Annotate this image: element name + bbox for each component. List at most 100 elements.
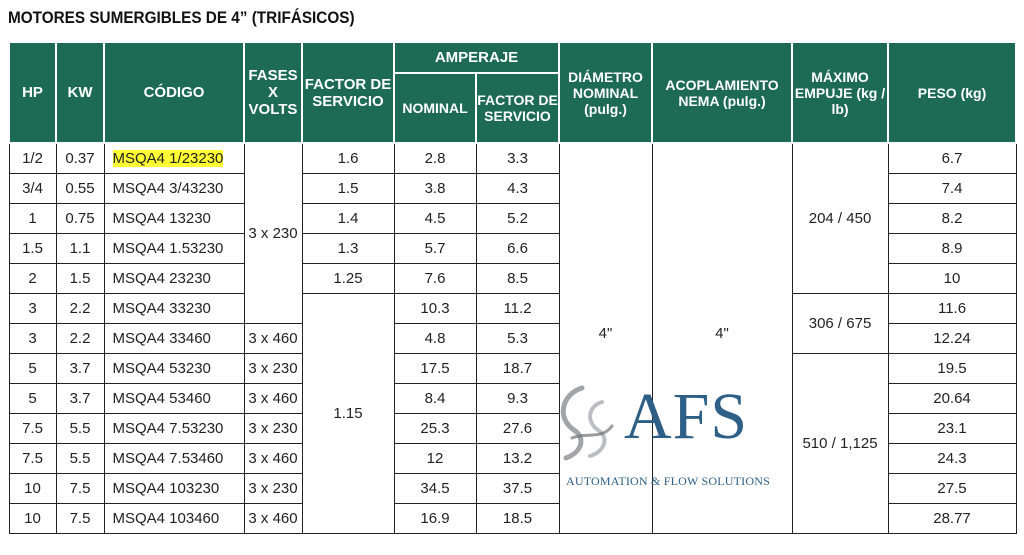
cell-empuje: 510 / 1,125 [791,352,889,534]
cell-hp: 3 [8,292,57,324]
cell-codigo: MSQA4 53460 [103,382,245,414]
cell-peso: 19.5 [887,352,1017,384]
cell-amp-fs: 37.5 [475,472,560,504]
cell-amp-nominal: 34.5 [393,472,477,504]
cell-codigo: MSQA4 3/43230 [103,172,245,204]
cell-fases-volts: 3 x 230 [243,472,303,504]
cell-empuje: 204 / 450 [791,142,889,294]
cell-peso: 10 [887,262,1017,294]
cell-codigo: MSQA4 23230 [103,262,245,294]
cell-amp-nominal: 10.3 [393,292,477,324]
cell-hp: 5 [8,382,57,414]
table-row: 5 3.7 MSQA4 53460 3 x 460 8.4 9.3 20.64 [8,382,1017,414]
cell-hp: 1.5 [8,232,57,264]
cell-hp: 7.5 [8,442,57,474]
header-amp-nominal: NOMINAL [393,72,477,144]
cell-amp-fs: 5.2 [475,202,560,234]
cell-factor-servicio: 1.6 [301,142,395,174]
cell-kw: 5.5 [55,412,105,444]
cell-codigo: MSQA4 7.53230 [103,412,245,444]
cell-empuje: 306 / 675 [791,292,889,354]
cell-hp: 7.5 [8,412,57,444]
cell-amp-nominal: 5.7 [393,232,477,264]
cell-factor-servicio: 1.15 [301,292,395,534]
cell-kw: 2.2 [55,322,105,354]
header-amperaje: AMPERAJE [392,41,561,74]
cell-codigo: MSQA4 1/23230 [103,142,245,174]
cell-kw: 2.2 [55,292,105,324]
table-row: 5 3.7 MSQA4 53230 3 x 230 17.5 18.7 510 … [8,352,1017,534]
header-peso: PESO (kg) [887,41,1018,144]
cell-hp: 10 [8,502,57,534]
header-acoplamiento: ACOPLAMIENTO NEMA (pulg.) [651,41,794,144]
cell-fases-volts: 3 x 230 [243,352,303,384]
swirl-icon [560,385,614,461]
cell-amp-nominal: 4.8 [393,322,477,354]
cell-factor-servicio: 1.3 [301,232,395,264]
cell-peso: 6.7 [887,142,1017,174]
cell-amp-nominal: 25.3 [393,412,477,444]
cell-kw: 1.1 [55,232,105,264]
cell-peso: 11.6 [887,292,1017,324]
header-codigo: CÓDIGO [103,41,245,144]
cell-amp-nominal: 16.9 [393,502,477,534]
cell-fases-volts: 3 x 460 [243,502,303,534]
cell-peso: 12.24 [887,322,1017,354]
cell-kw: 7.5 [55,502,105,534]
cell-amp-fs: 27.6 [475,412,560,444]
header-factor-servicio: FACTOR DE SERVICIO [301,41,395,144]
cell-amp-nominal: 12 [393,442,477,474]
cell-hp: 3/4 [8,172,57,204]
header-kw: KW [55,41,105,144]
cell-peso: 8.9 [887,232,1017,264]
cell-amp-nominal: 7.6 [393,262,477,294]
cell-codigo: MSQA4 103460 [103,502,245,534]
cell-codigo: MSQA4 13230 [103,202,245,234]
header-maximo-empuje: MÁXIMO EMPUJE (kg / lb) [791,41,890,144]
cell-amp-fs: 4.3 [475,172,560,204]
table-row: 10 7.5 MSQA4 103460 3 x 460 16.9 18.5 28… [8,502,1017,534]
cell-hp: 10 [8,472,57,504]
cell-kw: 0.55 [55,172,105,204]
table-row: 1/2 0.37 MSQA4 1/23230 3 x 230 1.6 2.8 3… [8,142,1017,534]
cell-amp-nominal: 17.5 [393,352,477,384]
cell-peso: 8.2 [887,202,1017,234]
cell-amp-fs: 13.2 [475,442,560,474]
cell-peso: 20.64 [887,382,1017,414]
cell-fases-volts: 3 x 230 [243,412,303,444]
cell-peso: 28.77 [887,502,1017,534]
cell-hp: 3 [8,322,57,354]
cell-diametro: 4" [558,142,653,534]
afs-logo-watermark: AFS AUTOMATION & FLOW SOLUTIONS [552,380,787,490]
cell-factor-servicio: 1.4 [301,202,395,234]
cell-kw: 5.5 [55,442,105,474]
table-row: 2 1.5 MSQA4 23230 1.25 7.6 8.5 10 [8,262,1017,294]
cell-hp: 1/2 [8,142,57,174]
cell-hp: 5 [8,352,57,384]
cell-peso: 7.4 [887,172,1017,204]
cell-amp-fs: 9.3 [475,382,560,414]
cell-hp: 2 [8,262,57,294]
table-row: 7.5 5.5 MSQA4 7.53230 3 x 230 25.3 27.6 … [8,412,1017,444]
logo-tagline: AUTOMATION & FLOW SOLUTIONS [566,474,770,488]
cell-fases-volts: 3 x 230 [243,142,303,324]
cell-amp-fs: 5.3 [475,322,560,354]
cell-peso: 27.5 [887,472,1017,504]
cell-peso: 24.3 [887,442,1017,474]
table-row: 3 2.2 MSQA4 33460 3 x 460 4.8 5.3 12.24 [8,322,1017,354]
header-amp-factor-servicio: FACTOR DE SERVICIO [474,72,561,144]
cell-codigo: MSQA4 103230 [103,472,245,504]
cell-kw: 0.75 [55,202,105,234]
cell-acoplamiento: 4" [651,142,793,534]
cell-codigo: MSQA4 7.53460 [103,442,245,474]
motor-spec-table: HP KW CÓDIGO FASES X VOLTS FACTOR DE SER… [8,41,1018,534]
cell-fases-volts: 3 x 460 [243,322,303,354]
cell-codigo: MSQA4 1.53230 [103,232,245,264]
cell-fases-volts: 3 x 460 [243,382,303,414]
cell-amp-fs: 11.2 [475,292,560,324]
cell-factor-servicio: 1.25 [301,262,395,294]
cell-amp-nominal: 8.4 [393,382,477,414]
table-row: 10 7.5 MSQA4 103230 3 x 230 34.5 37.5 27… [8,472,1017,504]
cell-peso: 23.1 [887,412,1017,444]
cell-amp-fs: 6.6 [475,232,560,264]
